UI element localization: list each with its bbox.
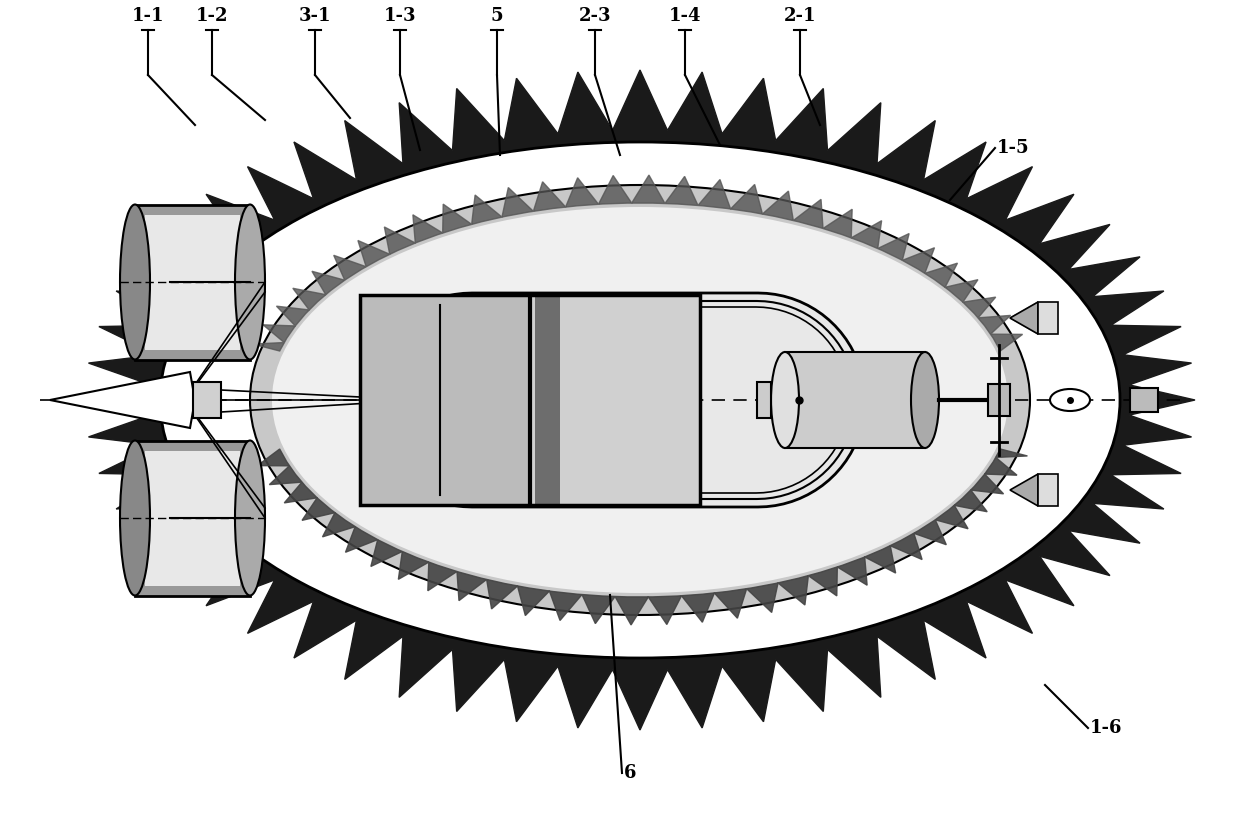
Text: 2-3: 2-3 <box>579 7 611 25</box>
Polygon shape <box>253 175 1023 351</box>
Bar <box>145 451 241 586</box>
Bar <box>145 215 241 350</box>
Text: 6: 6 <box>624 764 636 782</box>
Ellipse shape <box>1050 389 1090 411</box>
Ellipse shape <box>236 440 265 596</box>
Bar <box>1038 474 1058 506</box>
Bar <box>135 441 250 596</box>
Bar <box>360 295 701 505</box>
Ellipse shape <box>236 204 265 359</box>
Bar <box>529 295 701 505</box>
Polygon shape <box>1011 474 1038 506</box>
Ellipse shape <box>771 352 799 448</box>
Text: 1-3: 1-3 <box>383 7 417 25</box>
Text: 1-2: 1-2 <box>196 7 228 25</box>
Polygon shape <box>50 372 195 428</box>
Polygon shape <box>258 449 1028 625</box>
Text: 1-1: 1-1 <box>131 7 164 25</box>
Bar <box>193 382 221 418</box>
Bar <box>534 295 560 505</box>
Bar <box>1130 388 1158 412</box>
Ellipse shape <box>120 440 150 596</box>
Ellipse shape <box>160 142 1120 658</box>
Bar <box>135 205 250 360</box>
Bar <box>1038 302 1058 334</box>
Ellipse shape <box>272 207 1008 593</box>
Text: 5: 5 <box>491 7 503 25</box>
Text: 1-6: 1-6 <box>1090 719 1122 737</box>
Bar <box>360 295 529 505</box>
Text: 3-1: 3-1 <box>299 7 331 25</box>
Text: 2-1: 2-1 <box>784 7 816 25</box>
Text: 1-5: 1-5 <box>997 139 1029 157</box>
Bar <box>785 352 925 448</box>
Text: 1-4: 1-4 <box>668 7 702 25</box>
Polygon shape <box>86 70 1195 730</box>
Ellipse shape <box>911 352 939 448</box>
Polygon shape <box>1011 302 1038 334</box>
Polygon shape <box>365 293 866 507</box>
Ellipse shape <box>120 204 150 359</box>
Polygon shape <box>1011 302 1038 334</box>
Bar <box>988 384 1011 416</box>
Ellipse shape <box>250 185 1030 615</box>
Bar <box>756 382 771 418</box>
